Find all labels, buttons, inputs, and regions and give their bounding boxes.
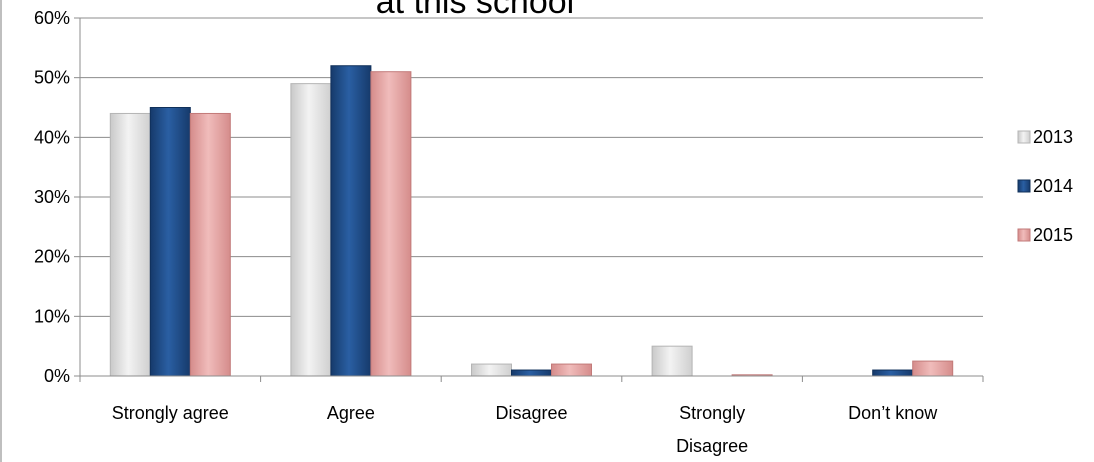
bar-2014-2 [511,369,552,377]
bars [109,65,954,377]
bar-2015-4 [912,360,954,377]
x-category-label: Strongly [679,403,745,423]
legend-label-2014: 2014 [1033,176,1073,196]
x-axis-labels: Strongly agree Agree Disagree Strongly Disag… [112,403,938,456]
bar-2015-2 [551,363,592,377]
bar-2015-0 [189,112,231,377]
axes [79,18,984,382]
legend-swatch-2013 [1017,130,1031,144]
x-category-label: Strongly agree [112,403,229,423]
x-category-label: Agree [327,403,375,423]
y-tick-label: 30% [34,187,70,207]
legend-swatch-2014 [1017,179,1031,193]
bar-2013-1 [290,83,332,377]
bar-2013-0 [109,112,151,377]
y-tick-label: 10% [34,306,70,326]
legend-label-2015: 2015 [1033,225,1073,245]
x-category-label: Disagree [495,403,567,423]
bar-2015-1 [370,71,412,377]
legend-swatch-2015 [1017,228,1031,242]
y-tick-label: 60% [34,8,70,28]
chart-title: at this school [376,0,574,21]
bar-2013-3 [651,345,693,377]
y-axis-ticks: 0% 10% 20% 30% 40% 50% 60% [34,8,80,386]
y-tick-label: 50% [34,68,70,88]
x-category-label: Disagree [676,436,748,456]
x-category-label: Don’t know [848,403,938,423]
y-tick-label: 0% [44,366,70,386]
bar-2014-0 [149,107,191,377]
y-tick-label: 40% [34,127,70,147]
bar-2014-1 [330,65,372,377]
legend-label-2013: 2013 [1033,127,1073,147]
legend: 2013 2014 2015 [1017,127,1073,245]
bar-2014-4 [872,369,914,377]
y-tick-label: 20% [34,247,70,267]
bar-2013-2 [471,363,512,377]
